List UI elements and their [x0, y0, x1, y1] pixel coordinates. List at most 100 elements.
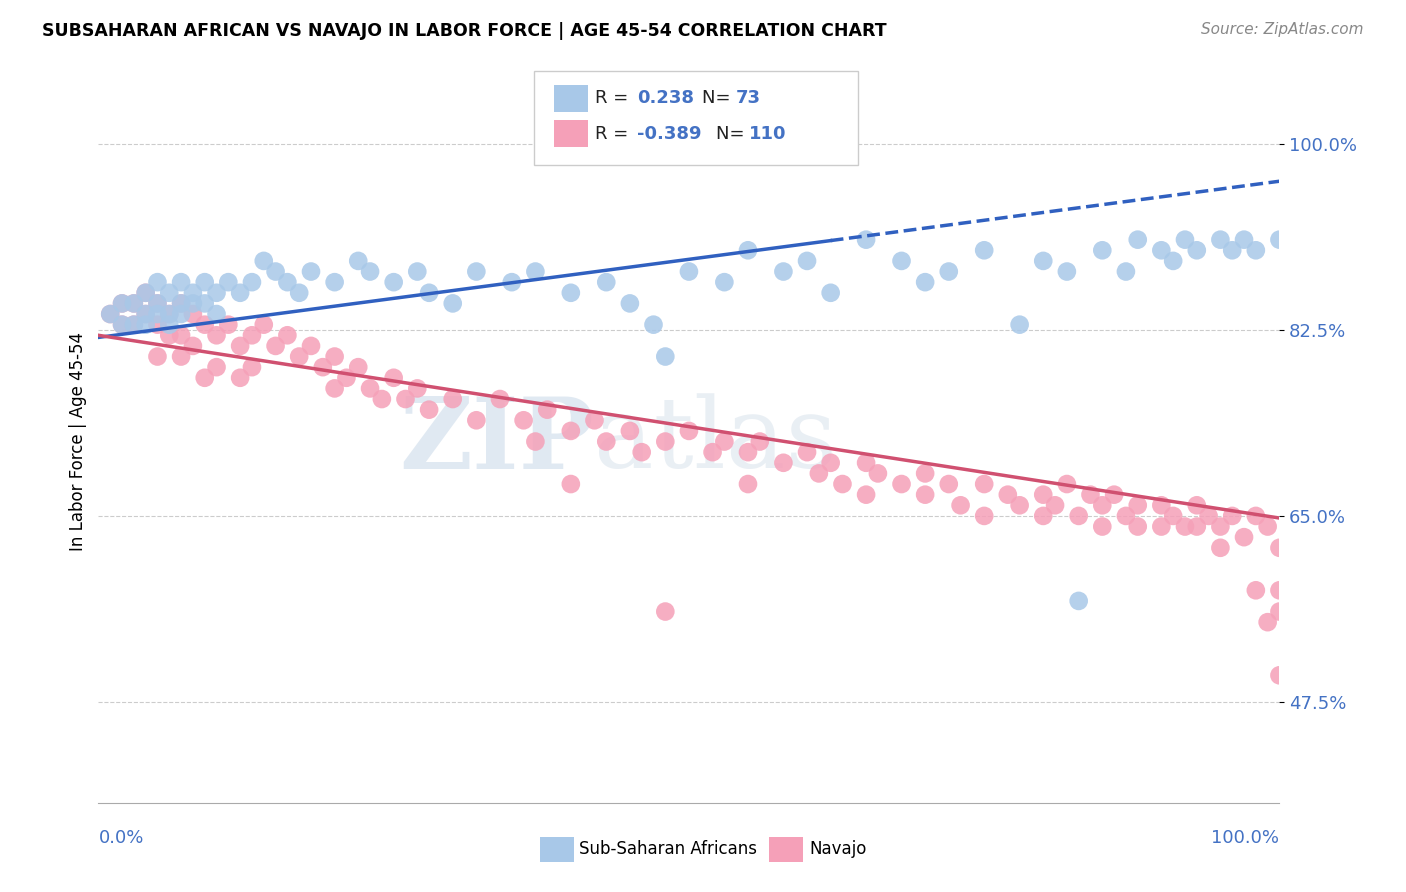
Point	[347, 360, 370, 375]
Point	[1268, 541, 1291, 555]
Point	[512, 413, 534, 427]
Point	[170, 275, 193, 289]
Point	[312, 360, 335, 375]
Point	[441, 392, 464, 406]
Point	[890, 254, 912, 268]
Point	[1056, 264, 1078, 278]
Point	[678, 424, 700, 438]
Point	[772, 264, 794, 278]
Point	[240, 360, 263, 375]
Point	[229, 285, 252, 300]
Point	[1043, 498, 1066, 512]
Point	[146, 307, 169, 321]
Point	[122, 318, 145, 332]
Point	[122, 296, 145, 310]
Point	[1268, 605, 1291, 619]
Point	[583, 413, 606, 427]
Point	[135, 285, 157, 300]
Point	[1126, 498, 1149, 512]
Point	[630, 445, 652, 459]
Point	[536, 402, 558, 417]
Point	[157, 318, 180, 332]
Point	[406, 381, 429, 395]
Point	[1008, 318, 1031, 332]
Point	[146, 318, 169, 332]
Point	[1209, 541, 1232, 555]
Point	[299, 264, 322, 278]
Point	[240, 275, 263, 289]
Point	[194, 318, 217, 332]
Point	[122, 318, 145, 332]
Text: 73: 73	[735, 89, 761, 107]
Point	[973, 244, 995, 258]
Point	[1080, 488, 1102, 502]
Text: N=: N=	[716, 125, 749, 143]
Point	[1067, 594, 1090, 608]
Point	[997, 488, 1019, 502]
Point	[1126, 519, 1149, 533]
Point	[347, 254, 370, 268]
Point	[229, 339, 252, 353]
Point	[253, 254, 276, 268]
Point	[1126, 233, 1149, 247]
Point	[1257, 615, 1279, 630]
Point	[111, 296, 134, 310]
Point	[111, 296, 134, 310]
Text: atlas: atlas	[595, 393, 837, 490]
Point	[1220, 508, 1243, 523]
Point	[135, 318, 157, 332]
Point	[1244, 583, 1267, 598]
Point	[489, 392, 512, 406]
Point	[1091, 519, 1114, 533]
Point	[146, 296, 169, 310]
Point	[796, 445, 818, 459]
Point	[713, 275, 735, 289]
Text: SUBSAHARAN AFRICAN VS NAVAJO IN LABOR FORCE | AGE 45-54 CORRELATION CHART: SUBSAHARAN AFRICAN VS NAVAJO IN LABOR FO…	[42, 22, 887, 40]
Point	[170, 328, 193, 343]
Point	[205, 328, 228, 343]
Point	[595, 434, 617, 449]
Point	[299, 339, 322, 353]
Point	[135, 307, 157, 321]
Point	[229, 371, 252, 385]
Point	[1185, 498, 1208, 512]
Point	[654, 434, 676, 449]
Point	[1268, 233, 1291, 247]
Point	[146, 296, 169, 310]
Point	[560, 285, 582, 300]
Point	[359, 264, 381, 278]
Point	[111, 318, 134, 332]
Point	[1161, 254, 1184, 268]
Point	[157, 285, 180, 300]
Point	[170, 350, 193, 364]
Point	[465, 413, 488, 427]
Point	[135, 285, 157, 300]
Point	[418, 285, 440, 300]
Point	[914, 275, 936, 289]
Point	[371, 392, 394, 406]
Point	[1102, 488, 1125, 502]
Point	[748, 434, 770, 449]
Point	[1209, 519, 1232, 533]
Point	[1056, 477, 1078, 491]
Point	[288, 285, 311, 300]
Point	[181, 296, 204, 310]
Point	[194, 275, 217, 289]
Point	[240, 328, 263, 343]
Point	[1185, 244, 1208, 258]
Point	[1209, 233, 1232, 247]
Point	[831, 477, 853, 491]
Text: Source: ZipAtlas.com: Source: ZipAtlas.com	[1201, 22, 1364, 37]
Point	[524, 264, 547, 278]
Point	[595, 275, 617, 289]
Point	[382, 275, 405, 289]
Point	[702, 445, 724, 459]
Point	[98, 307, 121, 321]
Point	[181, 307, 204, 321]
Point	[1220, 244, 1243, 258]
Point	[737, 477, 759, 491]
Point	[501, 275, 523, 289]
Point	[1008, 498, 1031, 512]
Point	[157, 307, 180, 321]
Point	[157, 328, 180, 343]
